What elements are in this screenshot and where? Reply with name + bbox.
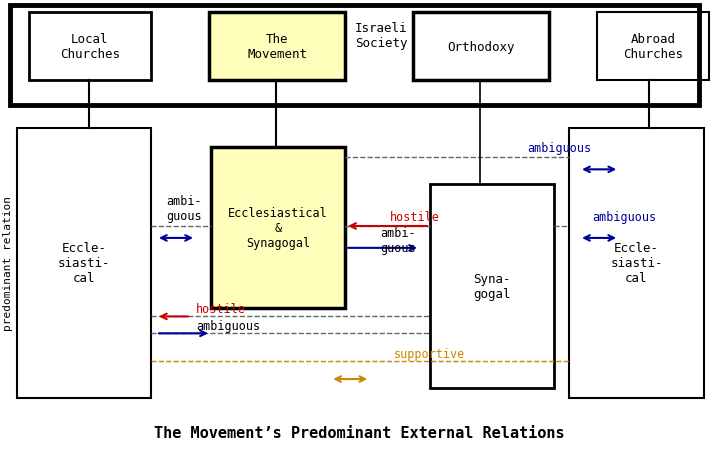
Bar xyxy=(413,13,549,81)
Text: hostile: hostile xyxy=(390,210,440,223)
Bar xyxy=(597,13,709,81)
Text: Local
Churches: Local Churches xyxy=(60,33,120,61)
Text: Syna-
gogal: Syna- gogal xyxy=(473,272,510,300)
Bar xyxy=(17,129,151,398)
Text: Ecclesiastical
&
Synagogal: Ecclesiastical & Synagogal xyxy=(228,207,328,250)
Text: Abroad
Churches: Abroad Churches xyxy=(623,33,683,61)
Text: The Movement’s Predominant External Relations: The Movement’s Predominant External Rela… xyxy=(155,425,565,440)
Bar xyxy=(430,185,554,388)
Text: ambi-
guous: ambi- guous xyxy=(380,226,416,254)
Text: ambiguous: ambiguous xyxy=(527,142,591,155)
Bar xyxy=(209,13,345,81)
Text: Israeli
Society: Israeli Society xyxy=(355,22,408,50)
Text: hostile: hostile xyxy=(196,302,246,315)
Text: The
Movement: The Movement xyxy=(247,33,307,61)
Text: ambiguous: ambiguous xyxy=(196,319,260,332)
Text: ambi-
guous: ambi- guous xyxy=(166,195,202,223)
Text: supportive: supportive xyxy=(394,347,465,360)
Text: predominant relation: predominant relation xyxy=(3,196,13,331)
Bar xyxy=(211,148,345,309)
Text: Orthodoxy: Orthodoxy xyxy=(447,41,515,54)
Text: ambiguous: ambiguous xyxy=(592,210,656,223)
Text: Eccle-
siasti-
cal: Eccle- siasti- cal xyxy=(610,242,663,285)
Bar xyxy=(29,13,151,81)
Bar xyxy=(569,129,704,398)
Bar xyxy=(9,6,699,106)
Text: Eccle-
siasti-
cal: Eccle- siasti- cal xyxy=(58,242,110,285)
